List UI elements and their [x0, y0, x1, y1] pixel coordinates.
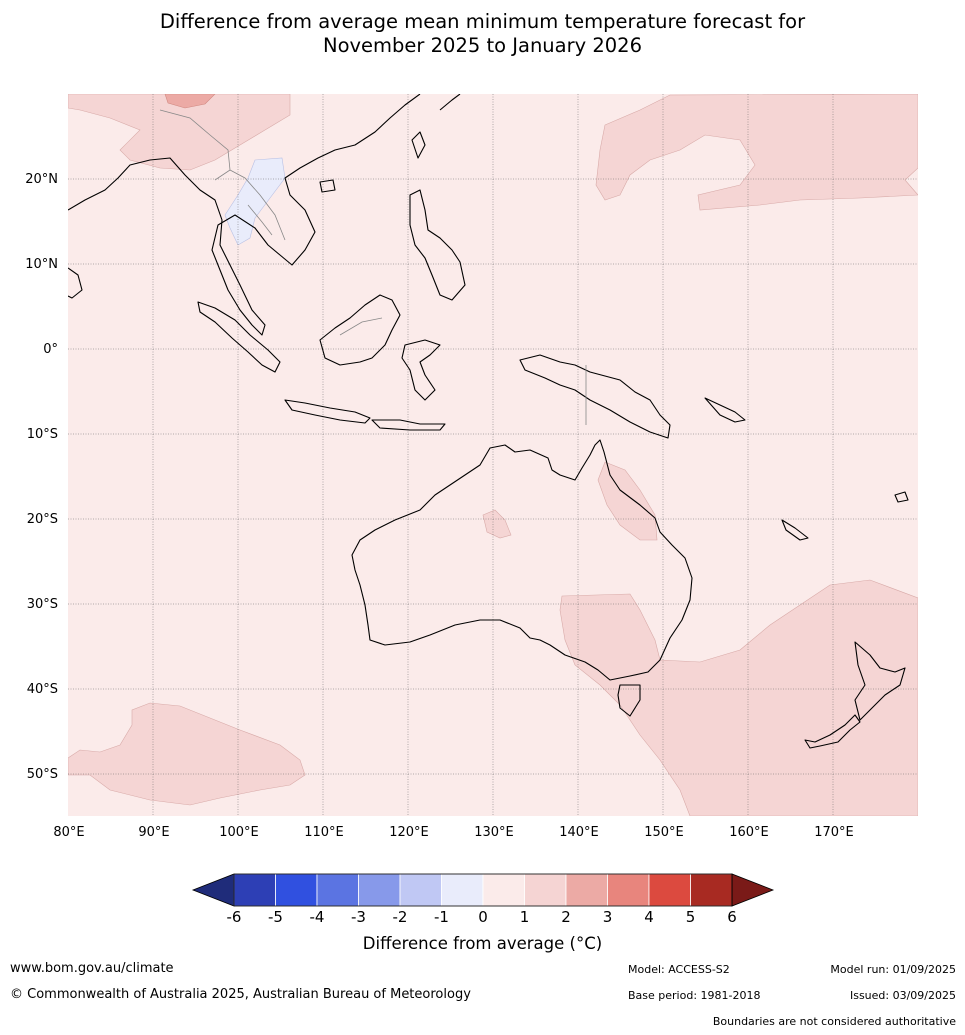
lon-label: 150°E: [644, 825, 684, 840]
lat-label: 20°N: [25, 172, 58, 187]
model-label: Model: ACCESS-S2: [628, 963, 730, 976]
lat-label: 0°: [43, 342, 58, 357]
title-line-1: Difference from average mean minimum tem…: [159, 10, 806, 33]
copyright-text: © Commonwealth of Australia 2025, Austra…: [10, 987, 471, 1002]
colorbar-tick: -2: [393, 908, 408, 926]
lat-label: 40°S: [27, 682, 58, 697]
lon-label: 80°E: [53, 825, 84, 840]
anomaly-region-tibet: [164, 94, 216, 109]
coastline-taiwan: [411, 131, 426, 159]
coastline-sri-lanka: [68, 267, 83, 299]
colorbar-title: Difference from average (°C): [0, 934, 965, 953]
colorbar-title-unit: °C): [575, 934, 603, 953]
colorbar-extend-high: [731, 873, 775, 907]
lon-label: 90°E: [138, 825, 169, 840]
colorbar-tick: 1: [520, 908, 530, 926]
anomaly-region-central-australia: [482, 509, 512, 539]
model-run-label: Model run: 01/09/2025: [830, 963, 956, 976]
coastline-new-guinea: [519, 354, 671, 439]
colorbar-tick: -6: [227, 908, 242, 926]
colorbar-tick: -1: [434, 908, 449, 926]
website-link[interactable]: www.bom.gov.au/climate: [10, 961, 174, 976]
colorbar-tick: -4: [310, 908, 325, 926]
colorbar-extend-low: [191, 873, 235, 907]
anomaly-region-se-pacific: [559, 579, 918, 816]
colorbar-segment: [607, 873, 650, 907]
lon-label: 100°E: [219, 825, 259, 840]
coastline-lesser-sunda: [371, 419, 446, 431]
coastline-new-zealand-south: [804, 714, 861, 749]
colorbar-segment: [358, 873, 401, 907]
coastline-solomon-islands: [704, 397, 746, 423]
coastline-australia: [351, 439, 693, 681]
colorbar-tick: 6: [727, 908, 737, 926]
coastline-borneo: [319, 294, 401, 366]
colorbar-segment: [233, 873, 276, 907]
lon-label: 110°E: [304, 825, 344, 840]
lat-label: 10°S: [27, 427, 58, 442]
anomaly-region-south-china: [68, 94, 291, 171]
coastline-java: [284, 399, 371, 424]
lon-label: 160°E: [729, 825, 769, 840]
colorbar-tick: 5: [686, 908, 696, 926]
colorbar-tick: -3: [351, 908, 366, 926]
title-line-2: November 2025 to January 2026: [323, 34, 642, 57]
disclaimer-text: Boundaries are not considered authoritat…: [712, 1015, 956, 1028]
anomaly-shading: [68, 94, 918, 816]
colorbar-segment: [441, 873, 484, 907]
graticule: [68, 94, 918, 816]
colorbar-outline: [233, 873, 733, 907]
lon-label: 170°E: [814, 825, 854, 840]
colorbar-tick: 0: [478, 908, 488, 926]
colorbar-segment: [399, 873, 442, 907]
issued-label: Issued: 03/09/2025: [849, 989, 956, 1002]
colorbar-tick: 3: [603, 908, 613, 926]
colorbar-segment: [275, 873, 318, 907]
lat-label: 30°S: [27, 597, 58, 612]
lon-label: 130°E: [474, 825, 514, 840]
anomaly-region-indochina: [224, 157, 286, 246]
lon-label: 120°E: [389, 825, 429, 840]
colorbar-segment: [648, 873, 691, 907]
coastlines: [68, 94, 909, 749]
map-title: Difference from average mean minimum tem…: [0, 10, 965, 58]
lat-label: 50°S: [27, 767, 58, 782]
anomaly-region-queensland: [597, 461, 658, 541]
colorbar: [191, 873, 775, 907]
coastline-fiji: [894, 491, 909, 503]
colorbar-tick-labels: -6 -5 -4 -3 -2 -1 0 1 2 3 4 5 6: [227, 908, 737, 926]
lat-label: 10°N: [25, 257, 58, 272]
colorbar-segment: [482, 873, 525, 907]
coastline-sumatra: [197, 301, 281, 373]
colorbar-tick: -5: [268, 908, 283, 926]
lon-label: 140°E: [559, 825, 599, 840]
coastline-asia-mainland: [68, 94, 421, 336]
coastline-sulawesi: [401, 339, 441, 401]
colorbar-tick: 2: [561, 908, 571, 926]
coastline-philippines: [409, 189, 466, 301]
colorbar-segment: [690, 873, 733, 907]
longitude-labels: 80°E 90°E 100°E 110°E 120°E 130°E 140°E …: [53, 825, 853, 840]
colorbar-segment: [524, 873, 567, 907]
coastline-new-zealand-north: [854, 641, 906, 721]
coastline-new-caledonia: [781, 519, 809, 541]
coastline-hainan: [319, 179, 336, 193]
anomaly-region-nw-pacific: [595, 94, 918, 211]
colorbar-tick: 4: [644, 908, 654, 926]
colorbar-segment: [316, 873, 359, 907]
coastline-japan-korea: [439, 94, 461, 111]
base-period-label: Base period: 1981-2018: [628, 989, 761, 1002]
latitude-labels: 20°N 10°N 0° 10°S 20°S 30°S 40°S 50°S: [25, 172, 58, 782]
lat-label: 20°S: [27, 512, 58, 527]
anomaly-region-south-indian: [68, 702, 306, 806]
colorbar-segment: [565, 873, 608, 907]
country-borders: [159, 109, 587, 425]
coastline-tasmania: [617, 684, 641, 717]
colorbar-title-text: Difference from average (: [362, 934, 576, 953]
